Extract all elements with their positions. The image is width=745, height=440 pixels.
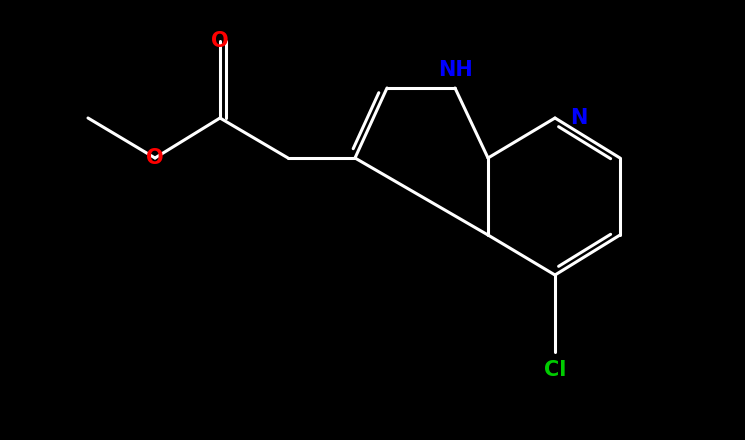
Text: N: N <box>570 108 587 128</box>
Text: Cl: Cl <box>544 360 566 380</box>
Text: O: O <box>146 148 164 168</box>
Text: O: O <box>211 31 229 51</box>
Text: NH: NH <box>437 60 472 80</box>
